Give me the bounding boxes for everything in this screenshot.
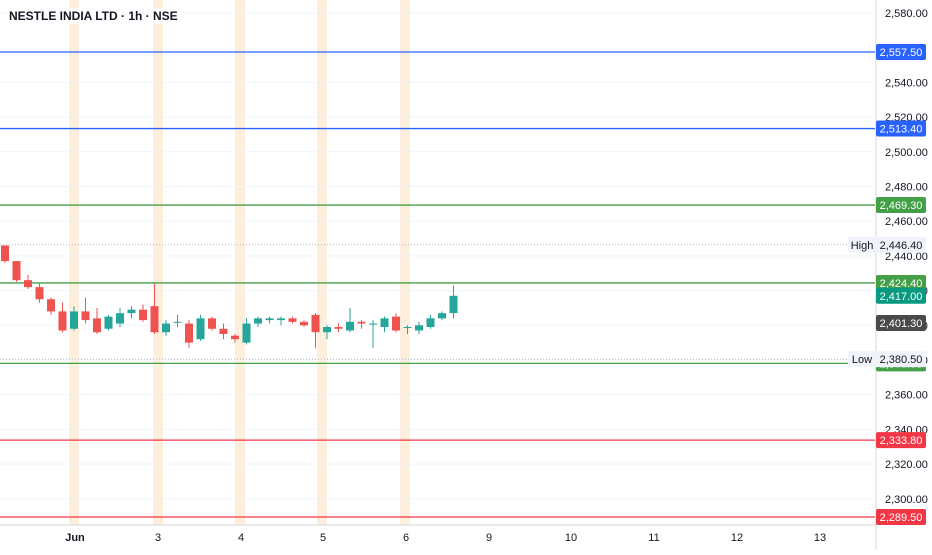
x-tick-label: 12	[731, 532, 743, 544]
candle-body	[381, 318, 389, 327]
grid-layer	[0, 13, 875, 499]
y-tick-label: 2,460.00	[885, 216, 928, 228]
y-tick-label: 2,500.00	[885, 147, 928, 159]
x-tick-label: Jun	[65, 532, 85, 544]
candle-body	[243, 324, 251, 343]
level-price-label: 2,289.50	[880, 512, 923, 524]
candle-body	[369, 324, 377, 325]
candle-body	[59, 311, 67, 330]
x-tick-label: 5	[320, 532, 326, 544]
x-tick-label: 13	[814, 532, 826, 544]
x-tick-label: 10	[565, 532, 577, 544]
candle-body	[323, 327, 331, 332]
y-tick-label: 2,300.00	[885, 494, 928, 506]
candle-body	[47, 299, 55, 311]
candle-body	[24, 280, 32, 287]
candle-body	[392, 317, 400, 331]
y-tick-label: 2,540.00	[885, 77, 928, 89]
level-price-label: 2,557.50	[880, 47, 923, 59]
candle-body	[1, 245, 9, 261]
candle-body	[128, 310, 136, 313]
extreme-tag: Low	[852, 354, 872, 366]
candle-body	[70, 311, 78, 328]
candle-body	[312, 315, 320, 332]
candle-body	[438, 313, 446, 318]
candle-body	[151, 306, 159, 332]
x-tick-label: 4	[238, 532, 244, 544]
current-price-label: 2,401.30	[880, 318, 923, 330]
candle-body	[358, 322, 366, 324]
candle-body	[139, 310, 147, 320]
session-band	[153, 0, 163, 525]
session-band	[235, 0, 245, 525]
y-tick-label: 2,360.00	[885, 390, 928, 402]
candle-body	[231, 336, 239, 339]
candle-body	[185, 324, 193, 343]
y-tick-label: 2,480.00	[885, 181, 928, 193]
level-lines-layer	[0, 52, 875, 517]
y-tick-label: 2,580.00	[885, 8, 928, 20]
candle-body	[289, 318, 297, 321]
candle-body	[162, 324, 170, 333]
candle-body	[266, 318, 274, 320]
candle-body	[197, 318, 205, 339]
chart-title: NESTLE INDIA LTD · 1h · NSE	[7, 8, 180, 24]
candle-body	[220, 329, 228, 334]
session-band	[69, 0, 79, 525]
candle-body	[116, 313, 124, 323]
candle-body	[415, 325, 423, 330]
candle-body	[13, 261, 21, 280]
current-price-label: 2,417.00	[880, 291, 923, 303]
level-price-label: 2,513.40	[880, 124, 923, 136]
extreme-price-label: 2,380.50	[880, 354, 923, 366]
level-price-label: 2,333.80	[880, 435, 923, 447]
candle-body	[300, 322, 308, 325]
x-tick-label: 11	[648, 532, 659, 544]
x-tick-label: 9	[486, 532, 492, 544]
session-band	[317, 0, 327, 525]
candle-body	[335, 327, 343, 329]
candle-body	[36, 287, 44, 299]
level-price-label: 2,469.30	[880, 200, 923, 212]
candle-body	[174, 322, 182, 323]
candle-body	[346, 322, 354, 331]
extreme-price-label: 2,446.40	[880, 240, 923, 252]
x-tick-label: 3	[155, 532, 161, 544]
candle-body	[93, 318, 101, 332]
background-layer	[69, 0, 410, 525]
candle-body	[105, 317, 113, 329]
candle-body	[208, 318, 216, 328]
candle-body	[450, 296, 458, 313]
session-band	[400, 0, 410, 525]
candle-body	[82, 311, 90, 320]
x-tick-label: 6	[403, 532, 409, 544]
candle-body	[277, 318, 285, 320]
candle-body	[404, 327, 412, 328]
candle-body	[427, 318, 435, 327]
y-tick-label: 2,320.00	[885, 459, 928, 471]
candle-body	[254, 318, 262, 323]
extreme-tag: High	[851, 240, 874, 252]
